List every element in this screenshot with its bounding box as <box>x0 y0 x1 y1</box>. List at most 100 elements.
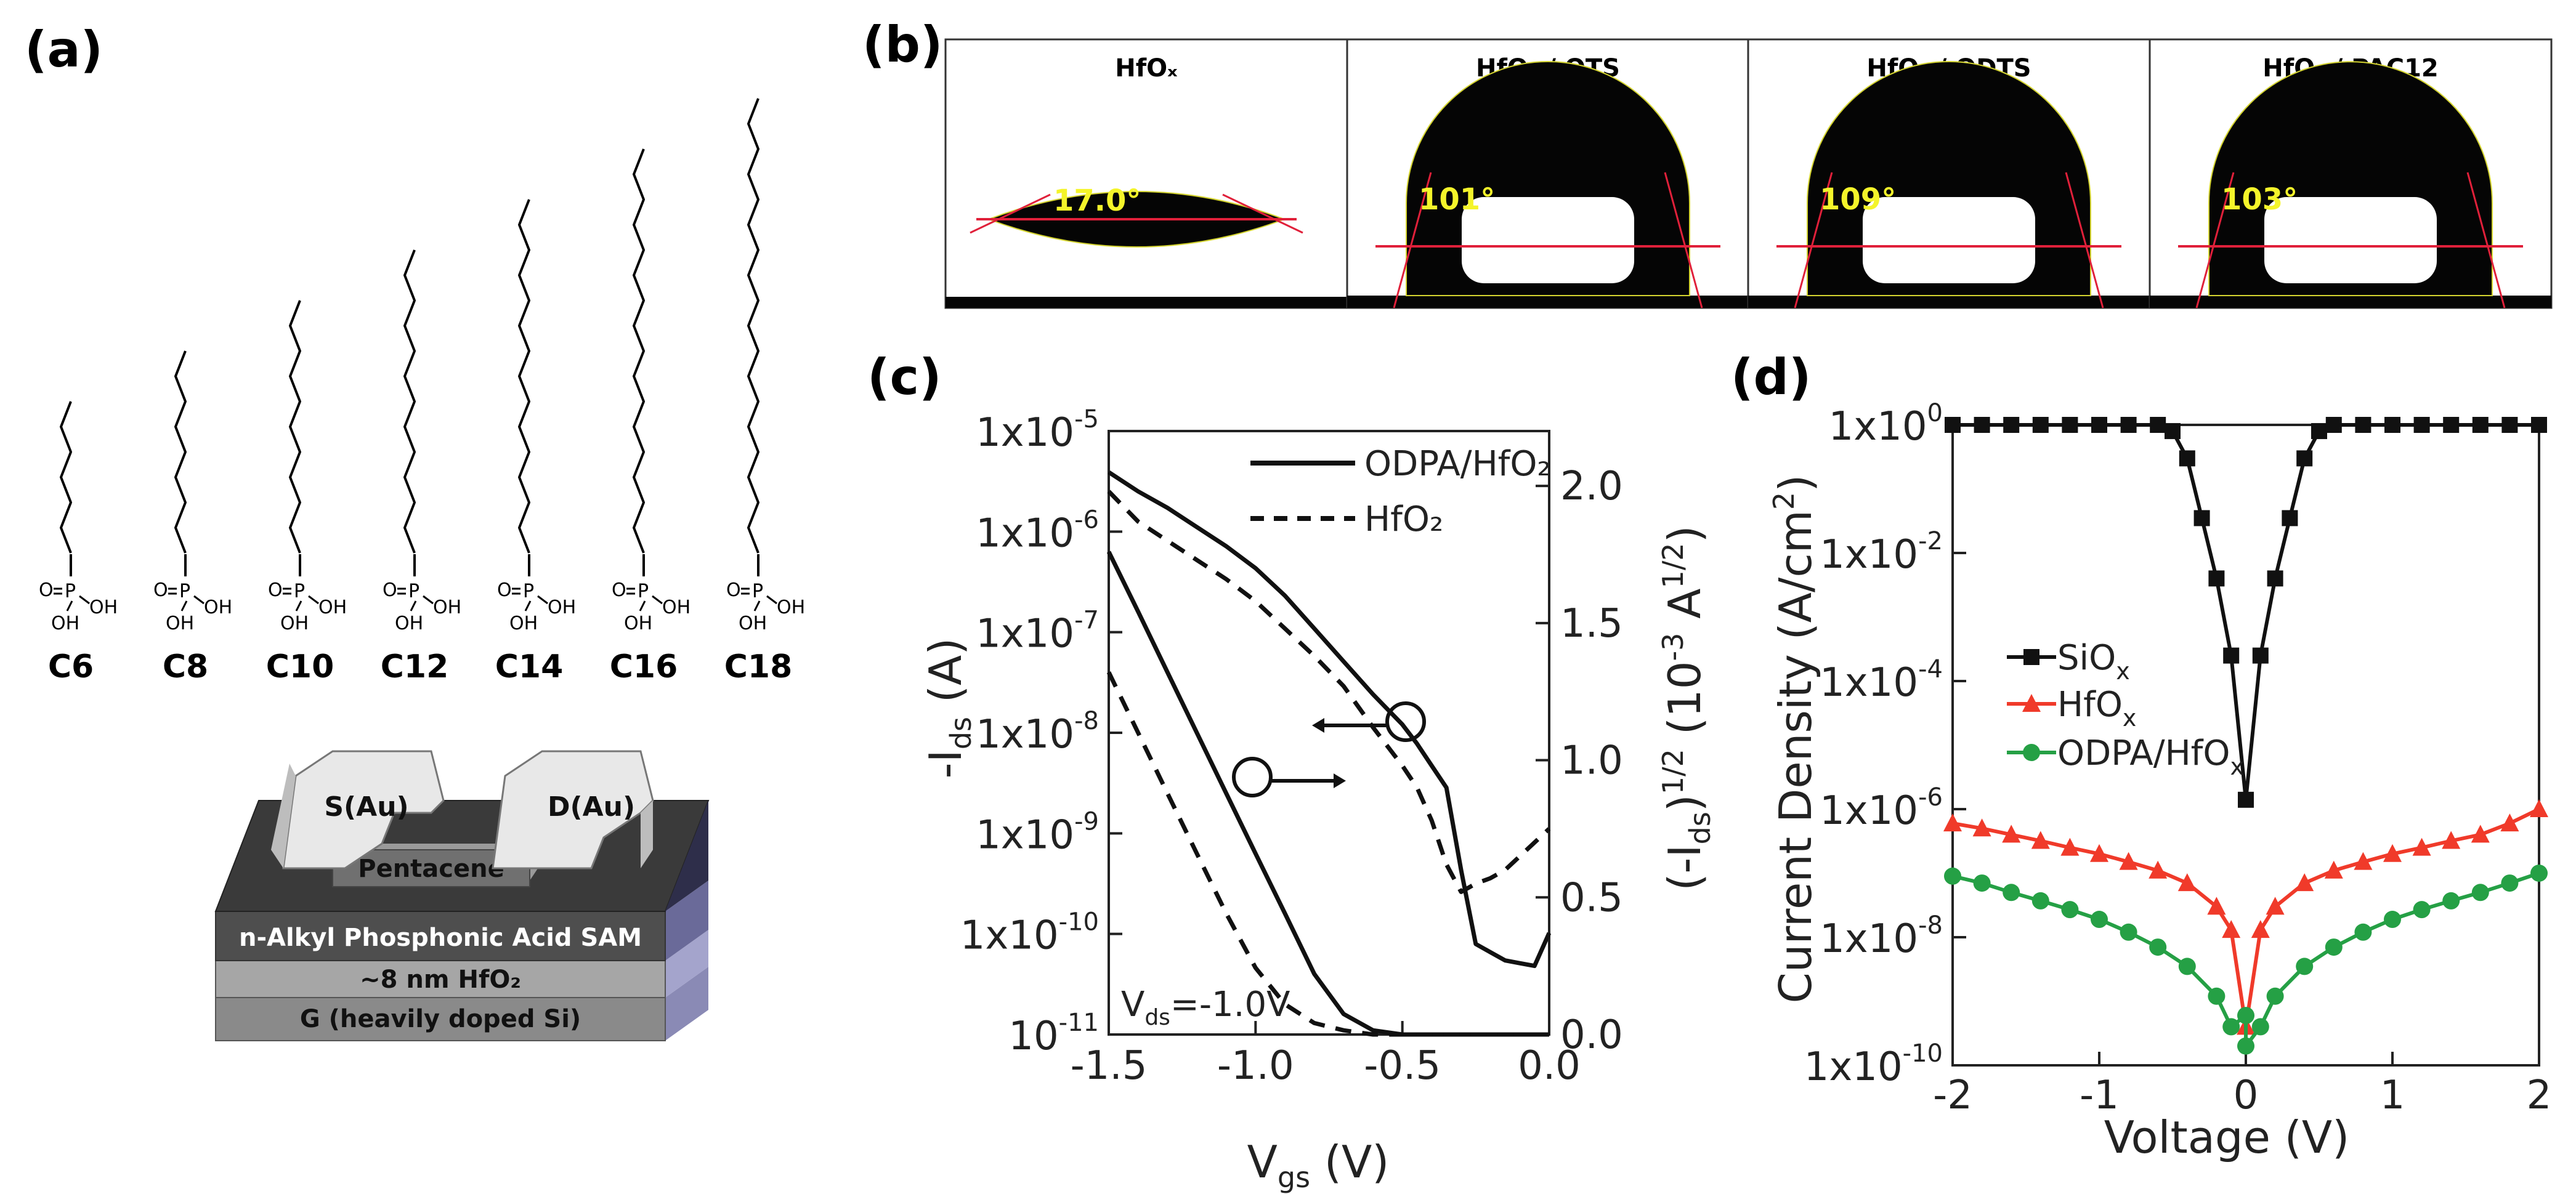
c-y2tick-label: 1.0 <box>1560 738 1623 784</box>
d-data-point <box>2060 837 2080 856</box>
d-legend-marker <box>2023 649 2039 665</box>
tangent <box>2466 172 2506 309</box>
c-series-line-1 <box>1106 671 1549 1037</box>
d-data-point <box>2222 1018 2240 1036</box>
c-ytick-exp: -8 <box>1074 707 1099 735</box>
contact-angle-value: 109° <box>1820 182 1896 217</box>
d-ytick-exp: -10 <box>1903 1039 1943 1068</box>
d-legend-entry: SiOx <box>2057 638 2130 685</box>
p-oh-bond <box>639 600 646 611</box>
d-data-point <box>2062 417 2078 433</box>
d-data-point <box>2311 423 2327 440</box>
hydroxyl-label: OH <box>509 613 538 634</box>
d-ytick-base: 1x10 <box>1804 1044 1903 1090</box>
hydroxyl-label: OH <box>166 613 194 634</box>
tangent <box>1794 172 1833 309</box>
c-y2tick-label: 0.0 <box>1560 1012 1623 1058</box>
source-electrode <box>282 750 445 869</box>
molecule-label-C8: C8 <box>163 648 208 685</box>
c-vds-sub: ds <box>1144 1005 1170 1030</box>
contact-angle-value: 103° <box>2221 182 2298 217</box>
d-data-point <box>2266 897 2285 915</box>
d-series <box>1943 417 2548 1055</box>
c-y2label-end: A <box>1659 588 1711 632</box>
d-ytick-exp: -8 <box>1918 911 1943 940</box>
d-data-point <box>2208 570 2225 587</box>
gate-layer <box>215 997 666 1041</box>
d-data-point <box>2193 510 2210 526</box>
c-circle-marker-left <box>1232 757 1273 797</box>
d-data-point <box>2031 892 2049 910</box>
d-data-point <box>2238 791 2254 808</box>
c-ytick-base: 1x10 <box>976 510 1074 556</box>
d-data-point <box>2325 417 2342 433</box>
d-xlabel: Voltage (V) <box>2104 1111 2349 1163</box>
c-ylabel: -Ids (A) <box>920 638 978 779</box>
c-ytick-base: 1x10 <box>976 812 1074 858</box>
d-data-point <box>2178 958 2196 975</box>
c-series-line-2 <box>1108 470 1552 969</box>
d-data-point <box>2471 825 2490 843</box>
d-data-point <box>2237 1037 2254 1055</box>
d-legend-sub: x <box>2230 753 2244 780</box>
c-ytick-exp: -9 <box>1074 807 1099 836</box>
c-ylabel-sub: ds <box>944 717 978 749</box>
d-ytick-exp: -4 <box>1918 655 1943 684</box>
molecule-label-C6: C6 <box>48 648 94 685</box>
oxygen-label: O <box>39 579 54 601</box>
alkyl-chain-C16 <box>633 148 645 554</box>
c-xlabel-main: V <box>1247 1136 1278 1188</box>
d-data-point <box>2501 874 2519 892</box>
d-data-point <box>2324 860 2343 879</box>
hydroxyl-label: OH <box>739 613 767 634</box>
panel-label-b: (b) <box>862 16 942 73</box>
tangent <box>1393 172 1432 309</box>
d-ylabel-close: ) <box>1770 475 1821 492</box>
p-oh-bond <box>193 595 205 605</box>
d-xtick-label: -2 <box>1933 1073 1972 1118</box>
p-oh-bond <box>652 595 663 605</box>
d-ticks: -2 -1 0 1 21x1001x10-21x10-41x10-61x10-81x10… <box>1804 399 2552 1118</box>
d-legend-entry: ODPA/HfOx <box>2057 733 2244 780</box>
hydroxyl-label: OH <box>318 597 347 618</box>
d-data-point <box>2120 417 2137 433</box>
chart-c: -1.5 -1.0 -0.5 0.01x10-51x10-61x10-71x10-81… <box>920 405 1717 1194</box>
c-series-line-3 <box>1107 490 1551 894</box>
d-data-point <box>2222 920 2241 938</box>
d-data-point <box>2120 923 2137 941</box>
substrate <box>2150 296 2551 308</box>
d-data-point <box>2207 897 2226 915</box>
d-ytick-label: 1x10-6 <box>1820 783 1943 834</box>
substrate <box>946 297 1347 308</box>
hydroxyl-label: OH <box>548 597 576 618</box>
d-ytick-label: 1x10-8 <box>1820 911 1943 962</box>
c-ticks: -1.5 -1.0 -0.5 0.01x10-51x10-61x10-71x10-81… <box>960 405 1623 1089</box>
c-ylabel-unit: (A) <box>920 638 971 717</box>
c-ytick-base: 1x10 <box>960 913 1059 959</box>
source-edge <box>271 764 296 868</box>
d-ytick-label: 1x100 <box>1829 399 1943 450</box>
d-data-point <box>2282 510 2298 526</box>
p-oh-bond <box>308 595 319 605</box>
d-data-point <box>2471 884 2489 902</box>
d-data-point <box>2267 570 2283 587</box>
c-ytick-label: 1x10-5 <box>976 405 1099 456</box>
oxygen-label: O <box>726 579 741 601</box>
hydroxyl-label: OH <box>204 597 232 618</box>
d-data-point <box>2383 844 2402 862</box>
c-series-line-0 <box>1106 551 1549 1037</box>
c-arrowhead-left <box>1312 718 1324 733</box>
oxygen-label: O <box>153 579 168 601</box>
d-data-point <box>1943 813 1962 832</box>
c-ytick-label: 10-11 <box>1008 1009 1099 1059</box>
c-legend-hfo2-text: HfO₂ <box>1364 499 1443 539</box>
molecule-label-C10: C10 <box>266 648 334 685</box>
d-data-point <box>1944 867 1961 885</box>
hydroxyl-label: OH <box>89 597 118 618</box>
d-data-point <box>2179 450 2195 467</box>
d-data-point <box>2442 831 2461 849</box>
d-data-point <box>2252 647 2269 664</box>
p-oh-bond <box>410 600 417 611</box>
c-ylabel-main: -I <box>920 749 971 778</box>
